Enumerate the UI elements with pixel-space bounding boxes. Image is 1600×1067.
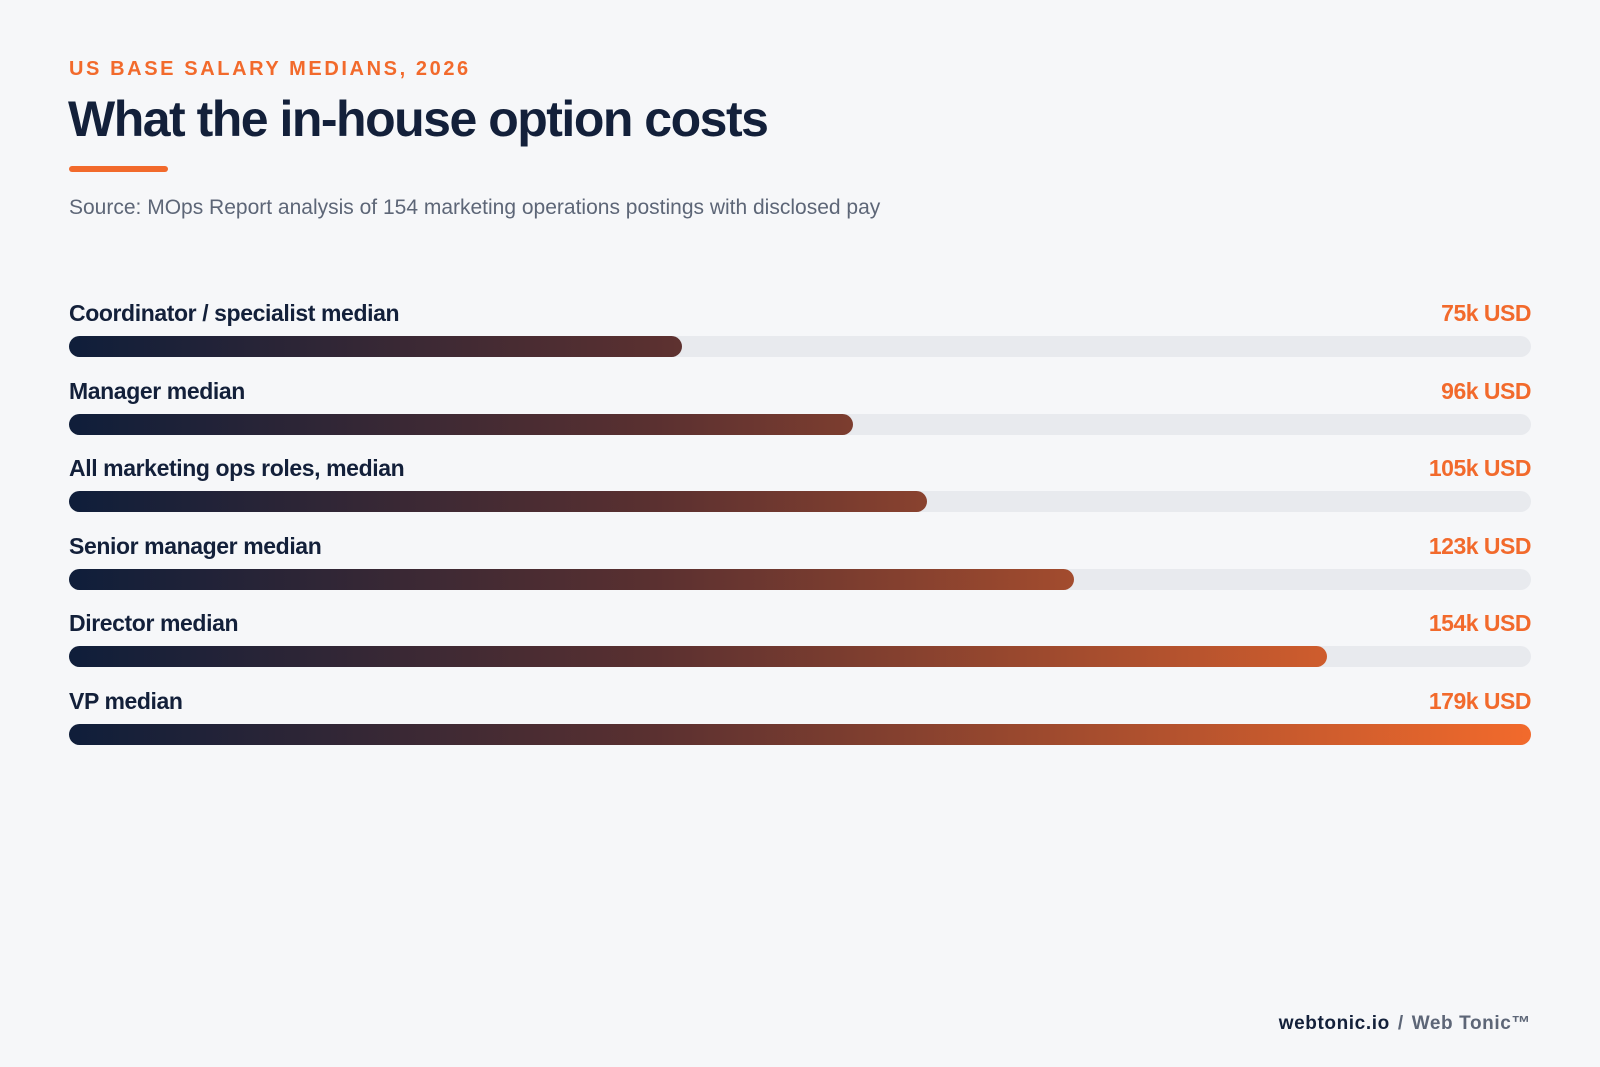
bar-value-label: 123k USD <box>1428 532 1532 559</box>
bar <box>69 413 854 435</box>
bar-row: Director median 154k USD <box>69 606 1532 684</box>
bar-track <box>69 646 1531 667</box>
footer-site[interactable]: webtonic.io <box>1278 1013 1390 1034</box>
bar-row: VP median 179k USD <box>69 684 1532 762</box>
title-underline <box>69 166 168 172</box>
bar-value-label: 154k USD <box>1428 610 1532 636</box>
chart-title: What the in-house option costs <box>68 91 769 147</box>
bar-track <box>69 568 1531 590</box>
bar-label: Director median <box>69 610 239 636</box>
bar-track <box>69 336 1531 357</box>
bar-value-label: 75k USD <box>1441 300 1531 326</box>
source-note: Source: MOps Report analysis of 154 mark… <box>69 196 881 219</box>
footer-brand: Web Tonic™ <box>1411 1013 1531 1034</box>
bar-row: All marketing ops roles, median 105k USD <box>69 451 1532 529</box>
bar <box>69 646 1327 667</box>
bar-row: Senior manager median 123k USD <box>69 529 1532 607</box>
salary-bar-chart: Coordinator / specialist median 75k USD Ma… <box>69 296 1532 762</box>
bar <box>69 723 1531 745</box>
bar-track <box>69 491 1531 512</box>
bar <box>69 491 927 512</box>
bar-value-label: 179k USD <box>1428 687 1532 714</box>
footer-separator: / <box>1397 1013 1404 1034</box>
chart-kicker: US BASE SALARY MEDIANS, 2026 <box>69 58 471 80</box>
bar-value-label: 96k USD <box>1441 377 1531 404</box>
bar-track <box>69 413 1531 435</box>
footer-credit: webtonic.io / Web Tonic™ <box>1279 1013 1531 1035</box>
bar-label: All marketing ops roles, median <box>69 455 405 481</box>
bar <box>69 568 1074 590</box>
bar-row: Coordinator / specialist median 75k USD <box>69 296 1531 374</box>
bar-value-label: 105k USD <box>1428 455 1532 481</box>
bar-row: Manager median 96k USD <box>69 374 1531 452</box>
bar <box>69 336 682 357</box>
bar-track <box>69 723 1531 745</box>
bar-label: Senior manager median <box>69 532 322 559</box>
bar-label: VP median <box>69 687 183 714</box>
bar-label: Coordinator / specialist median <box>69 300 400 326</box>
bar-label: Manager median <box>69 377 245 404</box>
